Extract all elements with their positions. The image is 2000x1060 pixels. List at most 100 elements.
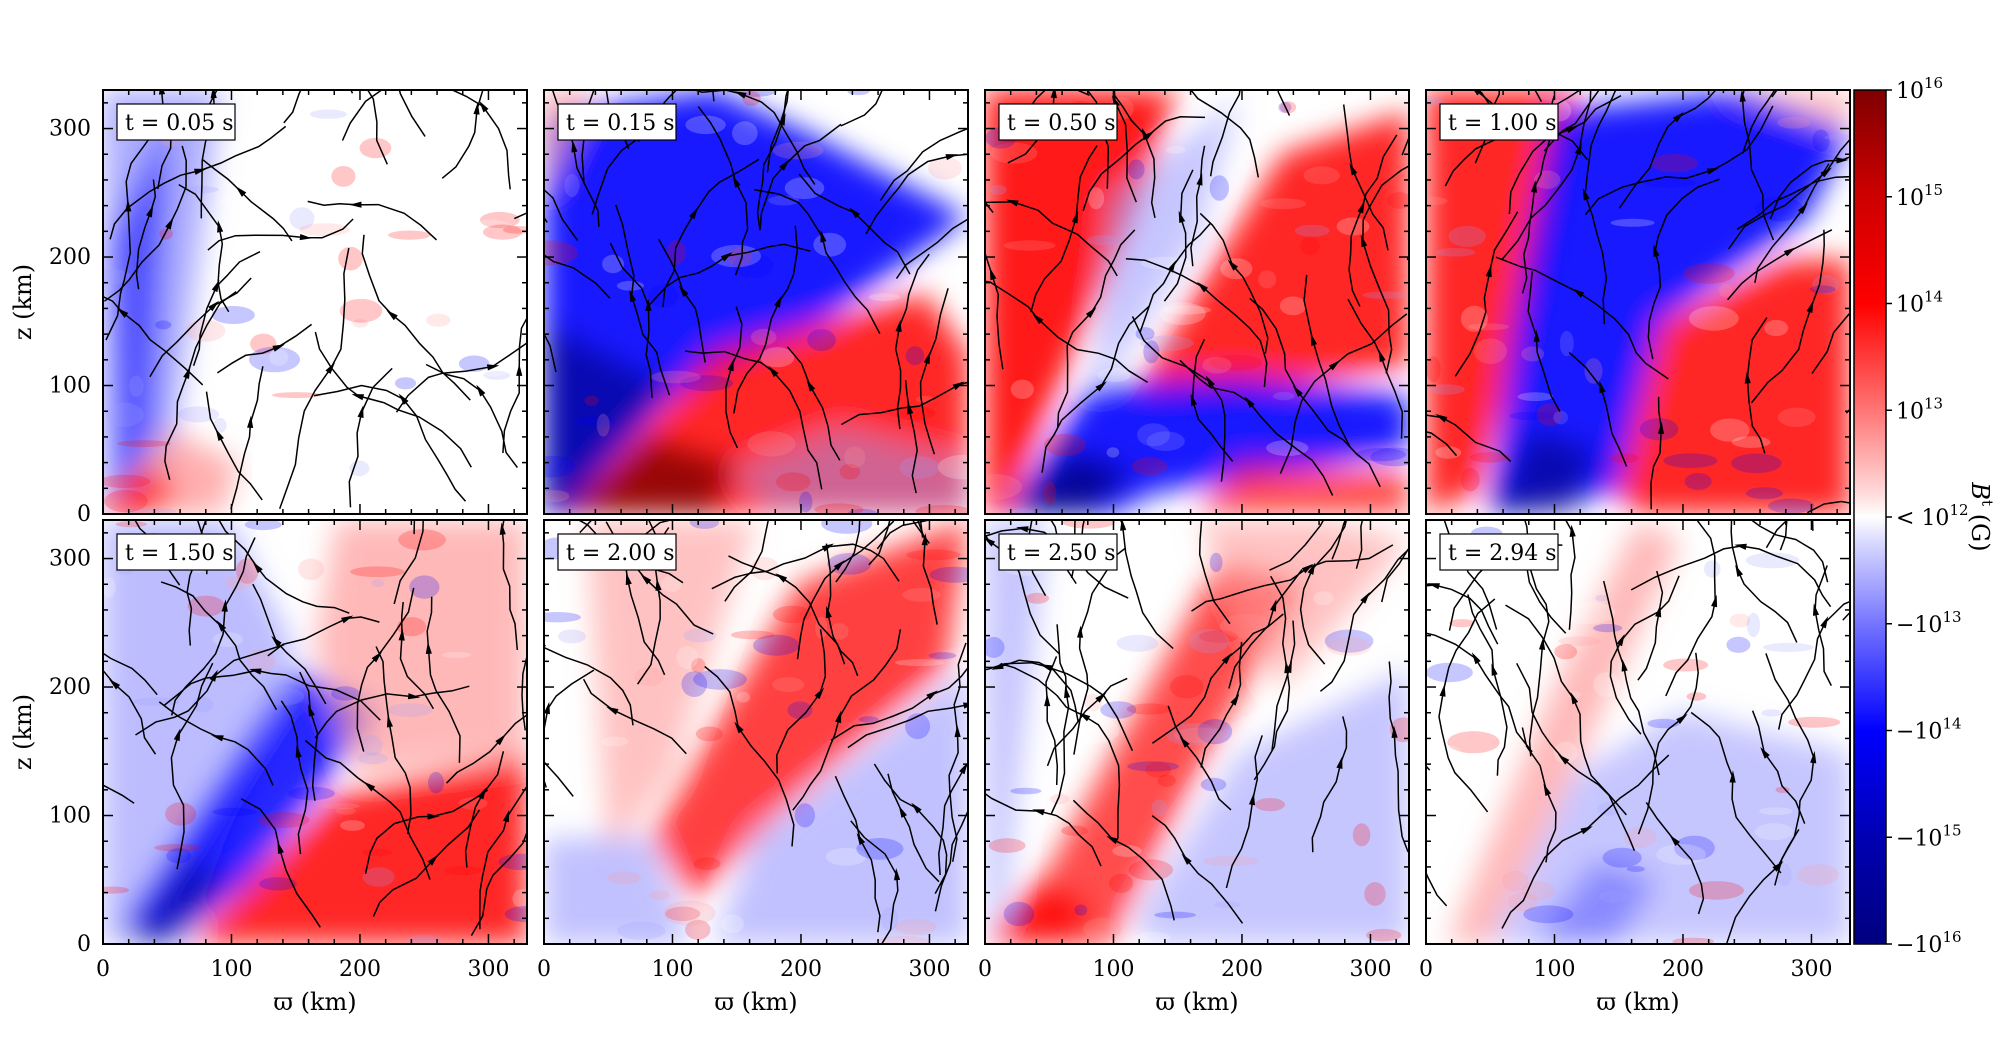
ticks bbox=[543, 90, 968, 515]
streamline-arrow bbox=[363, 781, 376, 792]
streamline-arrow bbox=[1076, 625, 1084, 638]
field-blob bbox=[844, 446, 866, 469]
field-blob bbox=[1683, 263, 1735, 284]
field-region bbox=[1489, 90, 1850, 514]
streamline-arrow bbox=[1485, 264, 1492, 278]
field-blob bbox=[1137, 423, 1170, 447]
field-blob bbox=[115, 521, 147, 528]
field-blob bbox=[371, 579, 385, 588]
field-blob bbox=[894, 918, 937, 936]
streamline-arrow bbox=[407, 693, 421, 700]
streamline bbox=[105, 113, 163, 341]
streamline bbox=[985, 792, 1102, 867]
streamline-arrow bbox=[1533, 329, 1540, 342]
field-blob bbox=[564, 173, 580, 198]
field-blob bbox=[1509, 411, 1555, 421]
field-blob bbox=[159, 228, 173, 240]
field-region bbox=[1197, 520, 1409, 690]
field-blob bbox=[899, 456, 939, 479]
field-blob bbox=[398, 529, 446, 551]
x-axis-label: ϖ (km) bbox=[1596, 988, 1679, 1016]
streamline bbox=[103, 784, 135, 804]
field-map bbox=[544, 520, 968, 944]
streamline bbox=[840, 90, 884, 127]
streamline-arrow bbox=[727, 358, 734, 372]
field-blob bbox=[1074, 904, 1088, 916]
field-blob bbox=[166, 848, 192, 864]
streamline-arrow bbox=[295, 745, 302, 758]
streamline-arrow bbox=[893, 867, 901, 881]
streamline bbox=[241, 798, 321, 928]
field-blob bbox=[350, 566, 405, 578]
colorbar-label: Bt (G) bbox=[1966, 481, 1996, 551]
field-blob bbox=[1763, 642, 1814, 652]
streamline bbox=[1249, 297, 1381, 488]
streamline-arrow bbox=[640, 573, 652, 585]
streamline-arrow bbox=[348, 61, 358, 73]
x-tick-label: 300 bbox=[1790, 957, 1832, 982]
streamline bbox=[441, 90, 484, 179]
field-blob bbox=[1517, 392, 1554, 402]
streamline bbox=[544, 332, 557, 373]
field-blob bbox=[389, 90, 439, 112]
field-blob bbox=[985, 474, 1022, 500]
streamline bbox=[1771, 90, 1778, 98]
streamline-arrow bbox=[734, 91, 747, 99]
field-blob bbox=[154, 844, 200, 852]
streamline bbox=[581, 90, 595, 184]
field-blob bbox=[269, 349, 289, 366]
field-blob bbox=[1663, 453, 1718, 469]
streamline-arrow bbox=[369, 12, 378, 24]
field-region bbox=[586, 520, 756, 860]
field-blob bbox=[1073, 718, 1120, 744]
streamline-arrow bbox=[1428, 21, 1434, 34]
field-blob bbox=[1639, 418, 1679, 441]
streamline bbox=[919, 288, 949, 455]
streamline-arrow bbox=[299, 234, 313, 241]
streamline-arrow bbox=[1599, 380, 1606, 394]
streamline-arrow bbox=[1706, 167, 1720, 175]
panel-frame bbox=[984, 519, 1410, 945]
streamline bbox=[366, 90, 388, 165]
streamline bbox=[372, 809, 481, 917]
streamline bbox=[1253, 575, 1291, 781]
field-blob bbox=[289, 398, 315, 410]
field-blob bbox=[875, 935, 930, 944]
streamline-arrow bbox=[606, 706, 619, 715]
time-label: t = 1.50 s bbox=[116, 533, 236, 571]
streamline-arrow bbox=[1572, 288, 1585, 298]
field-blob bbox=[1426, 196, 1448, 206]
streamline-arrow bbox=[1069, 62, 1078, 74]
field-blob bbox=[1704, 560, 1721, 578]
streamline bbox=[697, 106, 749, 276]
streamline bbox=[1650, 396, 1663, 510]
streamline bbox=[1630, 545, 1832, 608]
streamline-arrow bbox=[479, 100, 489, 113]
streamline-arrow bbox=[1783, 247, 1796, 257]
streamline bbox=[1501, 754, 1670, 929]
time-label-text: t = 2.94 s bbox=[1448, 541, 1557, 566]
streamline-arrow bbox=[985, 537, 996, 547]
field-region bbox=[544, 323, 672, 514]
field-blob bbox=[498, 853, 527, 871]
field-blob bbox=[1571, 522, 1593, 532]
streamline-arrow bbox=[1244, 396, 1255, 409]
streamline-arrow bbox=[1812, 603, 1820, 616]
streamline bbox=[1362, 165, 1409, 374]
field-blob bbox=[1812, 129, 1830, 152]
panel-5: t = 1.50 s 0 100 200 300 ϖ (km) 0 100 200 300 z (k… bbox=[9, 519, 528, 1016]
field-blob bbox=[680, 375, 734, 392]
field-blob bbox=[1003, 240, 1056, 251]
streamline bbox=[393, 520, 424, 605]
field-blob bbox=[929, 566, 968, 583]
streamline-arrow bbox=[1227, 259, 1239, 271]
streamline bbox=[1524, 520, 1567, 634]
streamline-arrow bbox=[1435, 414, 1448, 423]
streamline-arrow bbox=[217, 220, 224, 233]
field-blob bbox=[825, 847, 867, 866]
streamline-arrow bbox=[1142, 130, 1155, 141]
field-blob bbox=[1429, 384, 1465, 395]
field-blob bbox=[732, 253, 774, 279]
streamline-arrow bbox=[1569, 524, 1576, 537]
streamline-arrow bbox=[625, 572, 632, 586]
